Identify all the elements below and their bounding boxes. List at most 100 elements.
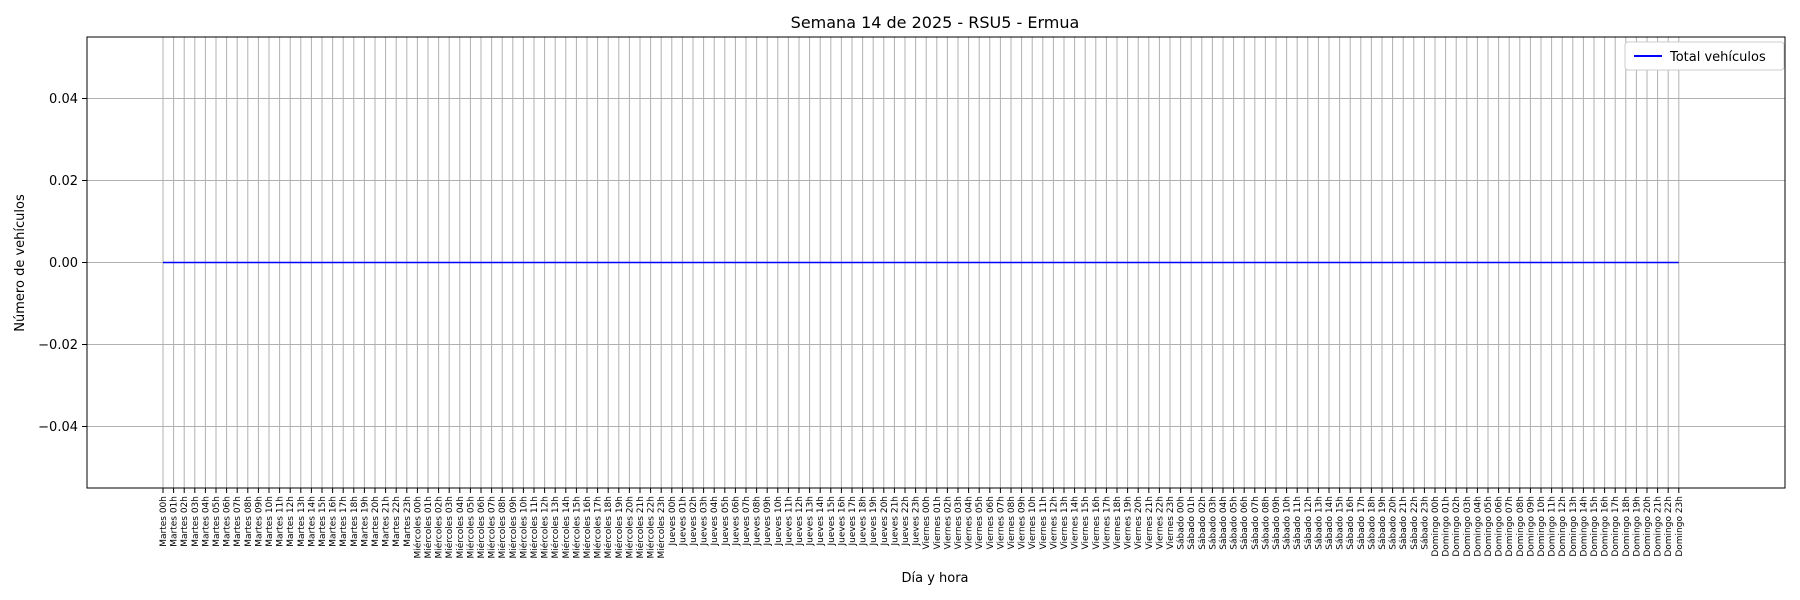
x-tick-label: Domingo 16h	[1601, 496, 1611, 557]
x-tick-label: Jueves 04h	[710, 496, 720, 546]
x-tick-label: Jueves 14h	[816, 496, 826, 546]
x-tick-label: Sábado 22h	[1410, 496, 1420, 550]
y-axis: −0.04 −0.02 0.00 0.02 0.04	[38, 92, 87, 435]
x-tick-label: Domingo 22h	[1664, 496, 1674, 557]
x-tick-label: Jueves 00h	[668, 496, 678, 546]
x-tick-label: Martes 05h	[212, 496, 222, 547]
x-tick-label: Domingo 18h	[1622, 496, 1632, 557]
x-tick-label: Jueves 20h	[880, 496, 890, 546]
x-tick-label: Martes 00h	[159, 496, 169, 547]
legend: Total vehículos	[1624, 41, 1785, 71]
x-tick-label: Jueves 03h	[700, 496, 710, 546]
x-tick-label: Viernes 11h	[1039, 496, 1049, 550]
x-tick-label: Miércoles 13h	[550, 496, 561, 559]
x-tick-label: Domingo 12h	[1558, 496, 1568, 557]
x-tick-label: Viernes 23h	[1166, 496, 1176, 550]
x-tick-label: Jueves 16h	[837, 496, 847, 546]
x-tick-label: Jueves 15h	[827, 496, 837, 546]
x-tick-label: Jueves 08h	[753, 496, 763, 546]
x-tick-label: Sábado 17h	[1357, 496, 1367, 550]
x-tick-label: Miércoles 08h	[497, 496, 508, 559]
x-tick-label: Sábado 13h	[1314, 496, 1324, 550]
x-tick-label: Domingo 23h	[1675, 496, 1685, 557]
x-tick-label: Viernes 04h	[965, 496, 975, 550]
x-axis-label: Día y hora	[901, 571, 968, 586]
x-tick-label: Sábado 01h	[1187, 496, 1197, 550]
x-tick-label: Miércoles 15h	[571, 496, 582, 559]
x-tick-label: Miércoles 01h	[423, 496, 434, 559]
x-tick-label: Miércoles 02h	[434, 496, 445, 559]
x-tick-label: Miércoles 23h	[656, 496, 667, 559]
x-tick-label: Domingo 09h	[1526, 496, 1536, 557]
x-tick-label: Martes 03h	[191, 496, 201, 547]
x-tick-label: Jueves 02h	[689, 496, 699, 546]
x-tick-label: Martes 17h	[339, 496, 349, 547]
x-tick-label: Jueves 21h	[890, 496, 900, 546]
x-tick-label: Viernes 21h	[1145, 496, 1155, 550]
x-tick-label: Martes 04h	[201, 496, 211, 547]
x-tick-label: Jueves 06h	[731, 496, 741, 546]
x-tick-label: Miércoles 12h	[540, 496, 551, 559]
x-tick-label: Miércoles 03h	[444, 496, 455, 559]
x-tick-label: Domingo 00h	[1431, 496, 1441, 557]
y-tick-label: 0.02	[49, 174, 78, 189]
x-tick-label: Viernes 06h	[986, 496, 996, 550]
x-tick-label: Viernes 07h	[996, 496, 1006, 550]
x-tick-label: Jueves 05h	[721, 496, 731, 546]
y-tick-label: −0.04	[38, 420, 78, 435]
x-tick-label: Miércoles 09h	[508, 496, 519, 559]
x-tick-label: Sábado 06h	[1240, 496, 1250, 550]
x-tick-label: Martes 06h	[223, 496, 233, 547]
x-tick-label: Sábado 11h	[1293, 496, 1303, 550]
x-tick-label: Sábado 03h	[1208, 496, 1218, 550]
x-tick-label: Domingo 11h	[1548, 496, 1558, 557]
x-tick-label: Martes 02h	[180, 496, 190, 547]
y-tick-label: 0.00	[49, 256, 78, 271]
x-tick-label: Jueves 09h	[763, 496, 773, 546]
x-tick-label: Jueves 22h	[901, 496, 911, 546]
x-tick-label: Martes 23h	[403, 496, 413, 547]
x-tick-label: Martes 01h	[170, 496, 180, 547]
x-tick-label: Miércoles 16h	[582, 496, 593, 559]
x-tick-label: Miércoles 10h	[518, 496, 529, 559]
x-tick-label: Jueves 10h	[774, 496, 784, 546]
x-tick-label: Domingo 04h	[1473, 496, 1483, 557]
x-tick-label: Martes 09h	[254, 496, 264, 547]
x-tick-label: Viernes 10h	[1028, 496, 1038, 550]
legend-label: Total vehículos	[1669, 50, 1766, 65]
x-tick-label: Sábado 20h	[1389, 496, 1399, 550]
x-tick-label: Sábado 19h	[1378, 496, 1388, 550]
y-tick-label: −0.02	[38, 338, 78, 353]
x-tick-label: Miércoles 11h	[529, 496, 540, 559]
x-tick-label: Viernes 12h	[1049, 496, 1059, 550]
y-tick-label: 0.04	[49, 92, 78, 107]
x-tick-label: Miércoles 07h	[487, 496, 498, 559]
x-tick-label: Jueves 17h	[848, 496, 858, 546]
x-tick-label: Viernes 15h	[1081, 496, 1091, 550]
x-tick-label: Martes 20h	[371, 496, 381, 547]
x-tick-label: Domingo 10h	[1537, 496, 1547, 557]
x-tick-label: Martes 16h	[329, 496, 339, 547]
x-tick-label: Jueves 12h	[795, 496, 805, 546]
x-tick-label: Sábado 15h	[1336, 496, 1346, 550]
x-tick-label: Sábado 16h	[1346, 496, 1356, 550]
x-tick-label: Martes 15h	[318, 496, 328, 547]
x-tick-label: Miércoles 00h	[412, 496, 423, 559]
x-tick-label: Viernes 18h	[1113, 496, 1123, 550]
x-tick-label: Viernes 08h	[1007, 496, 1017, 550]
x-tick-label: Martes 22h	[392, 496, 402, 547]
x-tick-label: Viernes 22h	[1155, 496, 1165, 550]
legend-box	[1624, 41, 1785, 71]
x-tick-label: Sábado 21h	[1399, 496, 1409, 550]
x-tick-label: Martes 19h	[360, 496, 370, 547]
x-tick-label: Sábado 10h	[1283, 496, 1293, 550]
x-tick-label: Viernes 17h	[1102, 496, 1112, 550]
x-tick-label: Domingo 21h	[1654, 496, 1664, 557]
x-tick-label: Sábado 00h	[1177, 496, 1187, 550]
x-tick-label: Martes 11h	[276, 496, 286, 547]
x-tick-label: Viernes 19h	[1124, 496, 1134, 550]
x-tick-label: Martes 12h	[286, 496, 296, 547]
x-tick-label: Viernes 13h	[1060, 496, 1070, 550]
x-tick-label: Sábado 18h	[1367, 496, 1377, 550]
